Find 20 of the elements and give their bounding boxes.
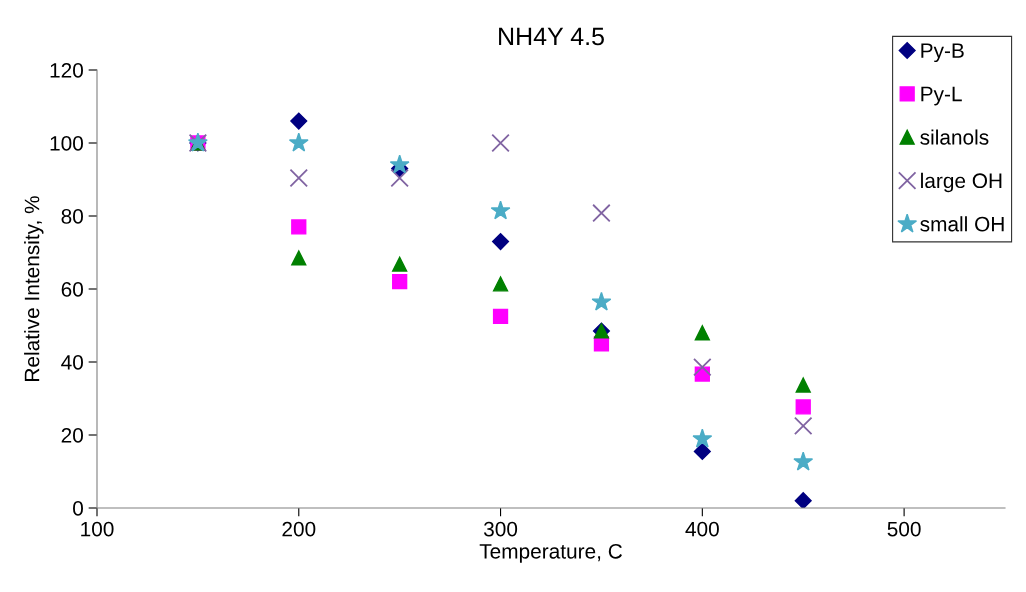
y-tick-label: 80 [61,209,83,224]
legend-label: small OH [920,216,1004,232]
x-tick-label: 500 [887,521,921,537]
x-tick-label: 400 [685,521,719,537]
legend-label: Py-L [921,86,962,106]
legend-label: silanols [920,129,989,145]
y-tick-label: 60 [61,282,83,297]
y-axis-title: Relative Intensity, % [24,196,44,381]
x-tick-label: 200 [282,521,316,537]
y-tick-label: 120 [50,63,83,78]
x-tick-label: 100 [81,521,114,537]
legend-label: Py-B [921,43,964,63]
y-tick-label: 0 [73,501,83,516]
legend-label: large OH [921,172,1002,193]
y-tick-label: 100 [50,136,83,151]
y-tick-label: 20 [61,428,83,443]
y-tick-label: 40 [61,355,83,370]
chart-title: NH4Y 4.5 [499,27,604,46]
x-tick-label: 300 [483,521,518,537]
x-axis-title: Temperature, C [479,543,622,563]
